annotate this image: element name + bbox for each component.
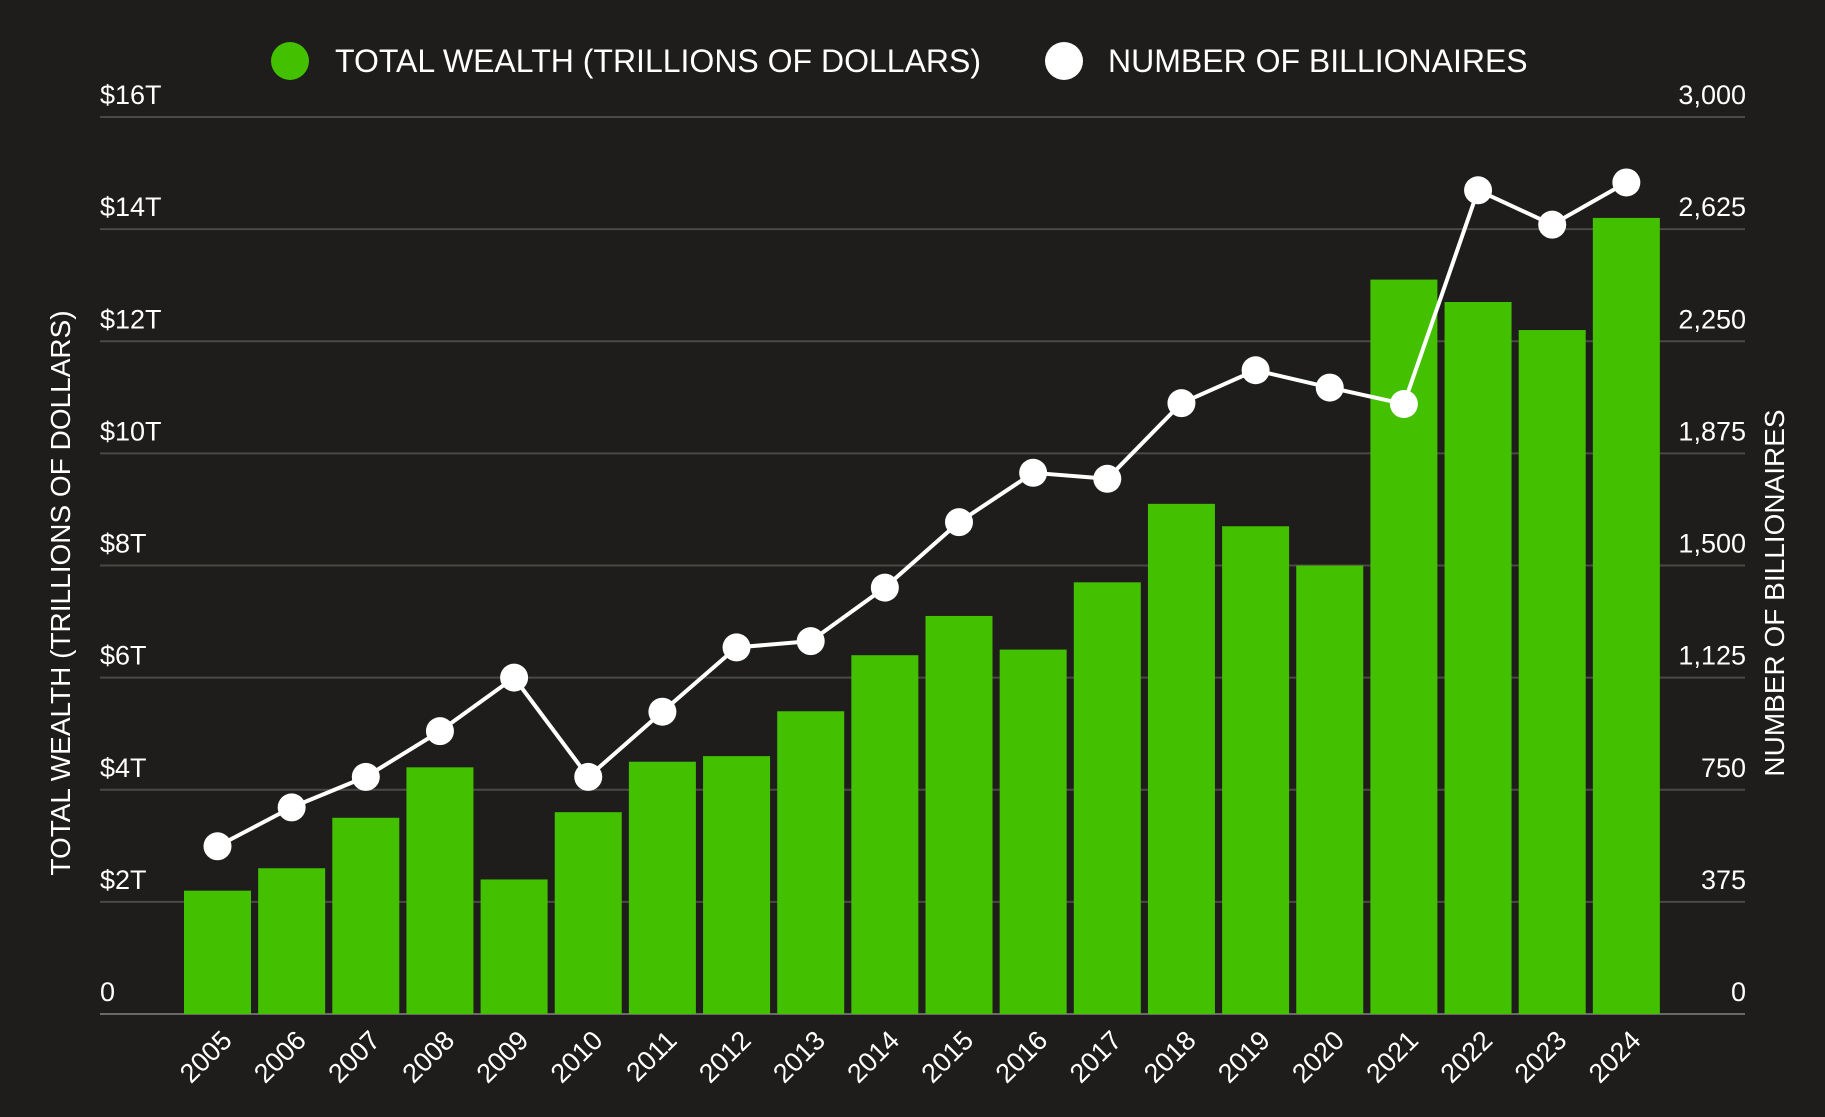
wealth-bar-2009 — [480, 879, 548, 1014]
x-tick-label: 2006 — [248, 1025, 312, 1089]
wealth-bar-2013 — [777, 711, 845, 1014]
right-axis-ticks: 0 375 750 1,125 1,500 1,875 2,250 2,625 3,000 — [1678, 80, 1746, 1007]
left-tick-label: $14T — [100, 192, 162, 222]
right-tick-label: 2,250 — [1678, 304, 1746, 334]
right-tick-label: 2,625 — [1678, 192, 1746, 222]
x-tick-label: 2020 — [1286, 1025, 1350, 1089]
legend-swatch-billionaires — [1045, 42, 1083, 80]
left-tick-label: $8T — [100, 529, 147, 559]
wealth-bar-2006 — [258, 868, 326, 1014]
right-tick-label: 1,875 — [1678, 416, 1746, 446]
billionaires-point-2019 — [1241, 356, 1270, 385]
wealth-bar-2018 — [1147, 503, 1215, 1014]
left-tick-label: $10T — [100, 416, 162, 446]
x-tick-label: 2012 — [693, 1025, 757, 1089]
wealth-bar-2019 — [1222, 526, 1290, 1014]
right-tick-label: 1,125 — [1678, 641, 1746, 671]
left-axis-title: TOTAL WEALTH (TRILLIONS OF DOLLARS) — [45, 310, 76, 875]
billionaires-point-2016 — [1019, 458, 1048, 487]
x-tick-label: 2024 — [1583, 1025, 1647, 1089]
x-tick-label: 2009 — [471, 1025, 535, 1089]
wealth-bar-2021 — [1370, 279, 1438, 1014]
x-tick-label: 2018 — [1138, 1025, 1202, 1089]
wealth-bar-2011 — [628, 761, 696, 1014]
left-tick-label: $6T — [100, 641, 147, 671]
billionaires-point-2008 — [425, 717, 454, 746]
billionaires-point-2024 — [1612, 168, 1641, 197]
billionaires-point-2006 — [277, 793, 306, 822]
x-tick-label: 2015 — [916, 1025, 980, 1089]
x-tick-label: 2016 — [990, 1025, 1054, 1089]
wealth-bar-2007 — [332, 817, 400, 1014]
billionaires-point-2018 — [1167, 389, 1196, 418]
left-tick-label: $2T — [100, 865, 147, 895]
billionaires-point-2023 — [1538, 210, 1567, 239]
x-tick-label: 2011 — [620, 1025, 682, 1087]
legend-label-wealth: TOTAL WEALTH (TRILLIONS OF DOLLARS) — [335, 43, 981, 79]
billionaires-point-2010 — [574, 762, 603, 791]
billionaires-point-2005 — [203, 832, 232, 861]
wealth-bar-2023 — [1518, 330, 1586, 1015]
billionaires-point-2020 — [1315, 373, 1344, 402]
left-tick-label: $16T — [100, 80, 162, 110]
legend-swatch-wealth — [271, 42, 309, 80]
x-tick-label: 2007 — [322, 1025, 386, 1089]
right-tick-label: 0 — [1731, 977, 1746, 1007]
x-tick-label: 2022 — [1435, 1025, 1499, 1089]
billionaires-point-2015 — [945, 508, 973, 537]
wealth-bar-2017 — [1073, 582, 1141, 1014]
wealth-bar-2016 — [999, 649, 1067, 1014]
wealth-bar-2012 — [703, 756, 771, 1014]
billionaires-point-2011 — [648, 697, 677, 726]
left-tick-label: 0 — [100, 977, 115, 1007]
wealth-bar-2014 — [851, 655, 919, 1014]
left-axis-ticks: 0 $2T $4T $6T $8T $10T $12T $14T $16T — [100, 80, 162, 1007]
billionaires-line — [203, 168, 1641, 861]
x-tick-label: 2008 — [396, 1025, 460, 1089]
wealth-bar-2005 — [184, 890, 251, 1014]
right-tick-label: 750 — [1701, 753, 1746, 783]
right-tick-label: 1,500 — [1678, 529, 1746, 559]
billionaires-point-2007 — [351, 762, 380, 791]
x-tick-label: 2023 — [1509, 1025, 1573, 1089]
billionaires-point-2012 — [722, 633, 751, 662]
billionaires-point-2021 — [1389, 390, 1418, 419]
x-tick-label: 2014 — [841, 1025, 905, 1089]
wealth-bar-2008 — [406, 767, 474, 1014]
wealth-bars — [184, 217, 1660, 1015]
x-tick-label: 2010 — [545, 1025, 609, 1089]
wealth-bar-2020 — [1296, 565, 1364, 1014]
chart-legend: TOTAL WEALTH (TRILLIONS OF DOLLARS) NUMB… — [271, 42, 1528, 80]
right-tick-label: 375 — [1701, 865, 1746, 895]
wealth-bar-2015 — [925, 615, 993, 1014]
left-tick-label: $4T — [100, 753, 147, 783]
x-tick-label: 2019 — [1212, 1025, 1276, 1089]
x-tick-label: 2005 — [174, 1025, 238, 1089]
billionaires-point-2017 — [1093, 464, 1122, 493]
wealth-bar-2024 — [1592, 217, 1660, 1015]
right-tick-label: 3,000 — [1678, 80, 1746, 110]
wealth-bar-2022 — [1444, 302, 1512, 1015]
x-tick-label: 2013 — [767, 1025, 831, 1089]
x-tick-label: 2021 — [1360, 1025, 1424, 1089]
billionaires-point-2013 — [796, 627, 825, 656]
billionaires-point-2022 — [1464, 176, 1493, 205]
wealth-bar-2010 — [554, 812, 622, 1014]
x-axis-ticks: 2005 2006 2007 2008 2009 2010 2011 2012 2013 2014… — [174, 1025, 1647, 1089]
billionaires-point-2014 — [870, 573, 899, 602]
left-tick-label: $12T — [100, 304, 162, 334]
billionaires-point-2009 — [500, 663, 529, 692]
x-tick-label: 2017 — [1064, 1025, 1128, 1089]
legend-label-billionaires: NUMBER OF BILLIONAIRES — [1108, 43, 1528, 79]
right-axis-title: NUMBER OF BILLIONAIRES — [1759, 409, 1790, 776]
